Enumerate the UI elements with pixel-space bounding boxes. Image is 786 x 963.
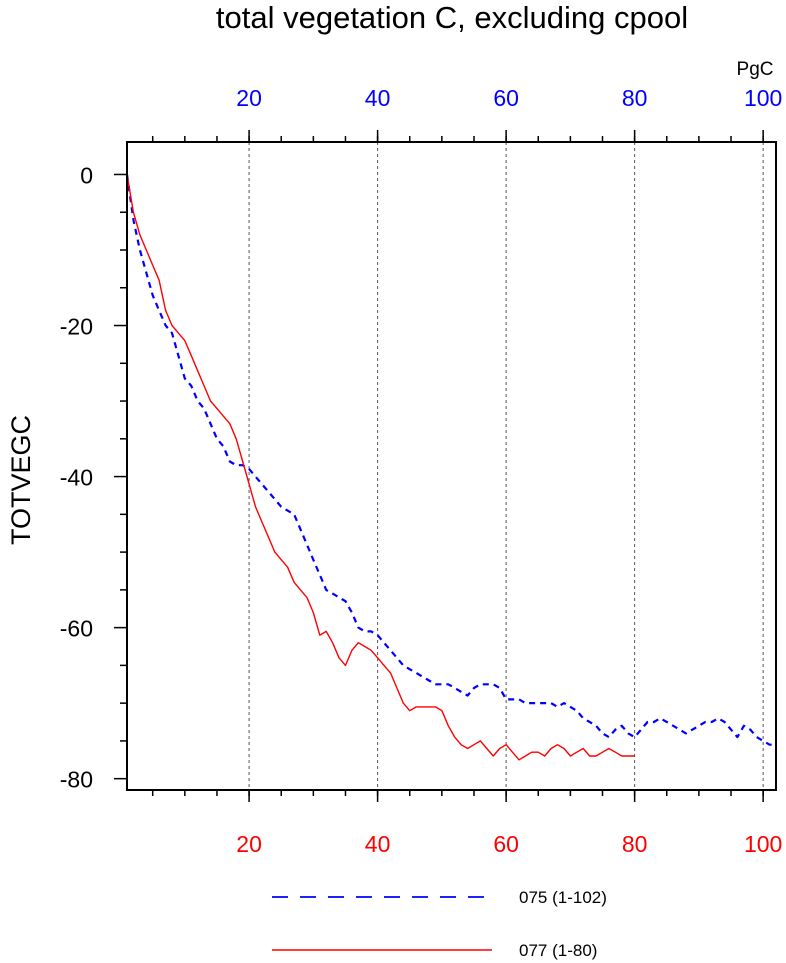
bottom-tick-label: 40 <box>365 831 391 857</box>
chart-title: total vegetation C, excluding cpool <box>216 0 688 35</box>
bottom-tick-label: 100 <box>744 831 782 857</box>
y-tick-label: 0 <box>80 162 93 188</box>
minor-ticks <box>120 136 764 796</box>
y-tick-label: -80 <box>60 767 93 793</box>
legend-label-2: 077 (1-80) <box>519 941 597 960</box>
y-tick-label: -60 <box>60 616 93 642</box>
grid-lines <box>248 142 764 790</box>
top-tick-label: 60 <box>493 85 519 111</box>
y-tick-label: -40 <box>60 465 93 491</box>
plot-frame <box>126 141 777 791</box>
top-tick-label: 80 <box>622 85 648 111</box>
top-tick-label: 100 <box>744 85 782 111</box>
y-tick-labels: 0 -20 -40 -60 -80 <box>60 162 93 792</box>
plot-lines <box>125 174 776 761</box>
y-axis-label: TOTVEGC <box>6 415 36 545</box>
legend: 075 (1-102) 077 (1-80) <box>272 888 607 960</box>
major-ticks <box>114 130 764 802</box>
bottom-tick-label: 20 <box>236 831 262 857</box>
y-tick-label: -20 <box>60 314 93 340</box>
top-tick-label: 40 <box>365 85 391 111</box>
series-line-1 <box>125 174 776 746</box>
legend-label-1: 075 (1-102) <box>519 888 607 907</box>
series-line-2 <box>126 174 635 761</box>
top-axis-tick-labels: 20 40 60 80 100 <box>236 85 782 111</box>
units-label: PgC <box>737 59 774 80</box>
bottom-tick-label: 80 <box>622 831 648 857</box>
top-tick-label: 20 <box>236 85 262 111</box>
bottom-tick-label: 60 <box>493 831 519 857</box>
bottom-axis-tick-labels: 20 40 60 80 100 <box>236 831 782 857</box>
